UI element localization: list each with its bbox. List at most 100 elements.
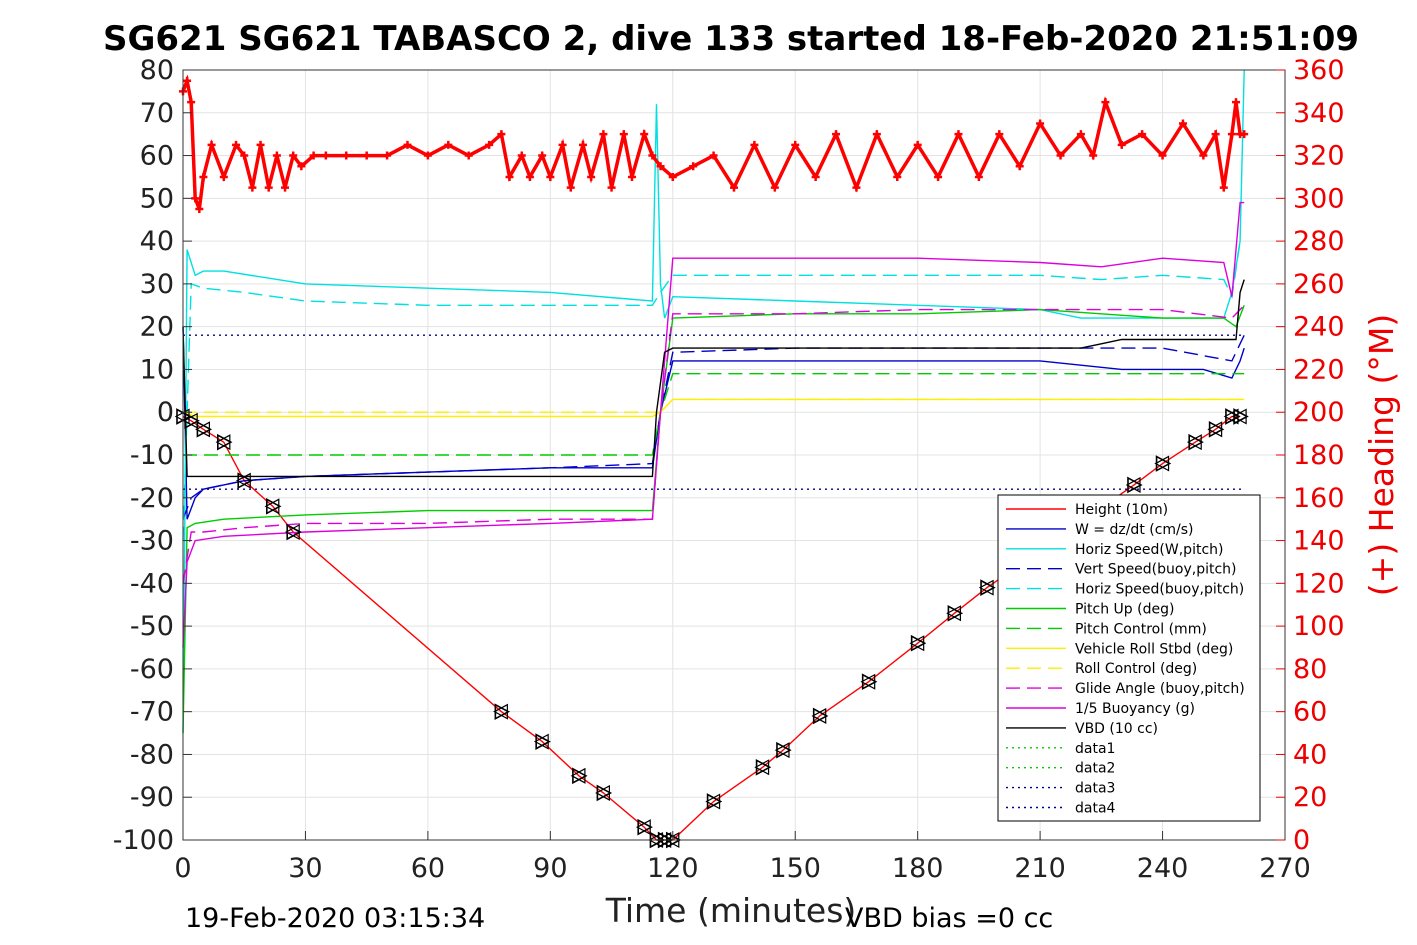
tick-label-left: 70 bbox=[140, 98, 174, 129]
tick-label-x: 150 bbox=[769, 853, 821, 884]
heading-point bbox=[444, 140, 453, 149]
heading-point bbox=[1211, 130, 1220, 139]
tick-label-x: 210 bbox=[1014, 853, 1066, 884]
right-axis-label: (+) Heading (°M) bbox=[1362, 314, 1401, 596]
legend-entry: data4 bbox=[1075, 801, 1116, 817]
heading-point bbox=[187, 98, 196, 107]
heading-point bbox=[240, 151, 249, 160]
tick-label-left: 20 bbox=[140, 312, 174, 343]
heading-point bbox=[578, 140, 587, 149]
tick-label-left: -10 bbox=[130, 440, 174, 471]
tick-label-x: 120 bbox=[647, 853, 699, 884]
height-marker-inner bbox=[264, 498, 280, 515]
tick-label-left: -50 bbox=[130, 611, 174, 642]
legend-entry: Vert Speed(buoy,pitch) bbox=[1075, 562, 1237, 578]
tick-label-left: -20 bbox=[130, 483, 174, 514]
heading-point bbox=[893, 172, 902, 181]
heading-point bbox=[656, 162, 665, 171]
heading-point bbox=[248, 183, 257, 192]
tick-label-left: 80 bbox=[140, 55, 174, 86]
heading-point bbox=[770, 183, 779, 192]
height-marker-inner bbox=[1125, 476, 1141, 493]
tick-label-x: 30 bbox=[288, 853, 322, 884]
heading-point bbox=[1158, 151, 1167, 160]
tick-label-x: 240 bbox=[1137, 853, 1189, 884]
footer-vbd-bias: VBD bias =0 cc bbox=[845, 903, 1053, 934]
x-axis-ticks: 0 30 60 90 120 150 180 210 240 270 bbox=[174, 831, 1311, 884]
tick-label-left: -80 bbox=[130, 739, 174, 770]
heading-point bbox=[913, 140, 922, 149]
height-marker-inner bbox=[978, 579, 994, 596]
heading-point bbox=[689, 162, 698, 171]
legend-entry: Glide Angle (buoy,pitch) bbox=[1075, 681, 1245, 697]
tick-label-right: 360 bbox=[1293, 55, 1345, 86]
height-marker-inner bbox=[909, 635, 925, 652]
heading-point bbox=[195, 205, 204, 214]
legend-entry: 1/5 Buoyancy (g) bbox=[1075, 701, 1195, 717]
tick-label-left: -70 bbox=[130, 697, 174, 728]
tick-label-right: 120 bbox=[1293, 568, 1345, 599]
heading-point bbox=[587, 172, 596, 181]
heading-point bbox=[464, 151, 473, 160]
legend-entry: W = dz/dt (cm/s) bbox=[1075, 522, 1194, 538]
height-marker-inner bbox=[284, 523, 300, 541]
heading-point bbox=[974, 172, 983, 181]
tick-label-left: 60 bbox=[140, 141, 174, 172]
tick-label-right: 220 bbox=[1293, 354, 1345, 385]
heading-point bbox=[640, 130, 649, 139]
heading-point bbox=[791, 140, 800, 149]
height-marker-inner bbox=[493, 703, 508, 720]
heading-point bbox=[730, 183, 738, 192]
heading-point bbox=[566, 183, 575, 192]
series-line-11 bbox=[182, 279, 1245, 478]
tick-label-left: 30 bbox=[140, 269, 174, 300]
legend-entry: data1 bbox=[1075, 741, 1115, 757]
heading-point bbox=[995, 130, 1004, 139]
height-marker-inner bbox=[195, 421, 211, 438]
heading-point bbox=[558, 140, 567, 149]
heading-point bbox=[264, 183, 273, 192]
height-marker-inner bbox=[1154, 455, 1170, 472]
tick-label-x: 0 bbox=[174, 853, 191, 884]
tick-label-right: 140 bbox=[1293, 526, 1345, 557]
tick-label-left: 50 bbox=[140, 183, 174, 214]
heading-point bbox=[362, 151, 371, 160]
heading-point bbox=[811, 172, 820, 181]
chart-title: SG621 SG621 TABASCO 2, dive 133 started … bbox=[103, 19, 1359, 59]
tick-label-left: 10 bbox=[140, 354, 174, 385]
heading-point bbox=[872, 130, 881, 139]
heading-point bbox=[1227, 130, 1236, 139]
heading-point bbox=[1101, 98, 1110, 107]
height-marker-inner bbox=[570, 767, 586, 784]
tick-label-right: 20 bbox=[1293, 782, 1327, 813]
tick-label-right: 280 bbox=[1293, 226, 1345, 257]
heading-point bbox=[627, 172, 636, 181]
heading-point bbox=[219, 172, 228, 181]
tick-label-right: 300 bbox=[1293, 183, 1345, 214]
heading-point bbox=[525, 172, 534, 181]
height-marker-inner bbox=[860, 673, 876, 690]
series-line-8 bbox=[183, 398, 1245, 413]
heading-point bbox=[485, 140, 494, 149]
right-axis-ticks: 3603403203002802602402202001801601401201… bbox=[1276, 55, 1345, 856]
heading-point bbox=[1178, 119, 1187, 128]
tick-label-left: -40 bbox=[130, 568, 174, 599]
tick-label-right: 340 bbox=[1293, 98, 1345, 129]
left-axis-ticks: 80 70 60 50 40 30 20 10 0 -10 -20 -30 -40 -50 -60 -70 -8… bbox=[113, 55, 192, 856]
heading-point bbox=[648, 151, 657, 160]
legend-entry: Pitch Up (deg) bbox=[1075, 602, 1174, 618]
heading-point bbox=[1076, 130, 1085, 139]
heading-point bbox=[1015, 162, 1024, 171]
tick-label-right: 80 bbox=[1293, 654, 1327, 685]
legend-entry: Roll Control (deg) bbox=[1075, 661, 1197, 677]
heading-point bbox=[256, 140, 265, 149]
heading-point bbox=[199, 172, 208, 181]
heading-point bbox=[954, 130, 963, 139]
heading-point bbox=[289, 151, 298, 160]
height-marker-inner bbox=[1231, 408, 1247, 425]
heading-point bbox=[191, 194, 200, 203]
heading-point bbox=[750, 140, 759, 149]
height-marker-inner bbox=[811, 707, 827, 724]
heading-point bbox=[517, 151, 526, 160]
heading-point bbox=[505, 172, 514, 181]
